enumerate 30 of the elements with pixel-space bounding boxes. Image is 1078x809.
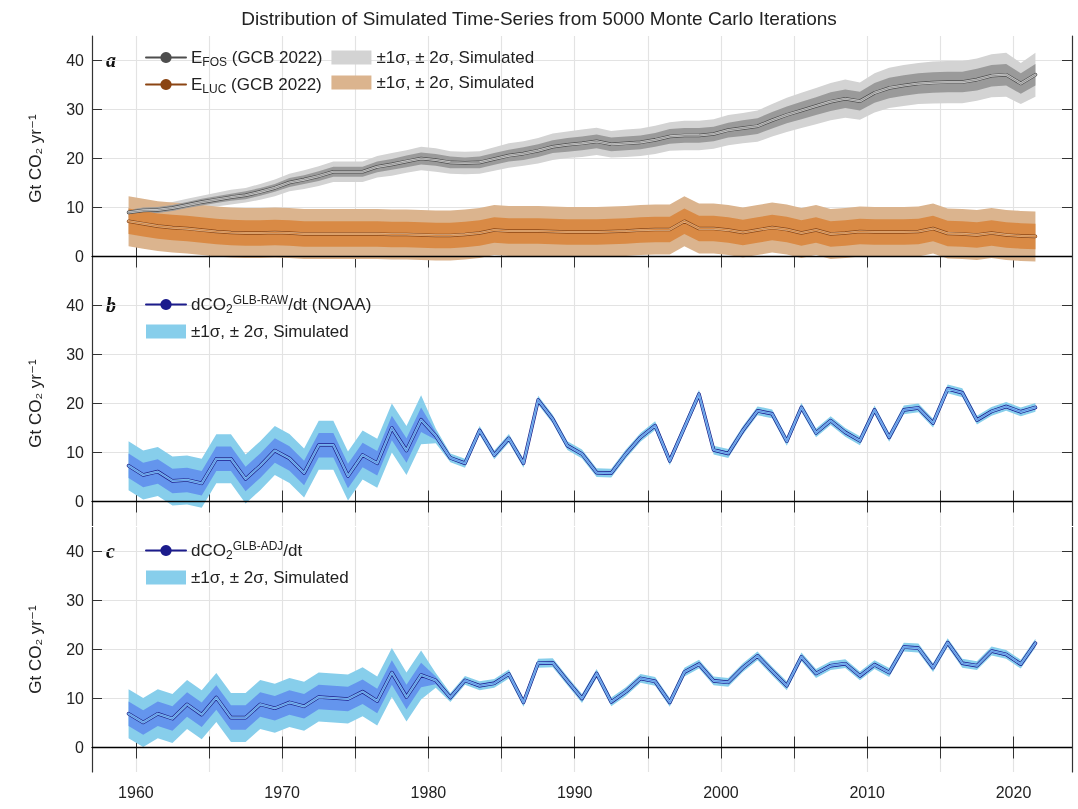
y-axis-title: Gt CO₂ yr⁻¹ <box>26 114 45 203</box>
x-tick-label: 2020 <box>995 783 1032 801</box>
y-tick-label: 20 <box>66 150 85 167</box>
y-tick-label: 10 <box>66 689 85 707</box>
x-tick-label: 1980 <box>410 783 447 801</box>
y-tick-label: 0 <box>75 248 85 265</box>
x-tick-label: 1990 <box>556 783 593 801</box>
x-tick-label: 2000 <box>703 783 739 801</box>
y-tick-label: 20 <box>66 640 85 658</box>
y-tick-label: 40 <box>66 542 85 560</box>
legend-label: ±1σ, ± 2σ, Simulated <box>191 567 349 587</box>
legend-label: ±1σ, ± 2σ, Simulated <box>376 48 535 67</box>
y-tick-label: 40 <box>66 297 85 315</box>
y-tick-label: 0 <box>75 493 85 511</box>
y-tick-label: 10 <box>66 199 85 216</box>
y-axis-title: Gt CO₂ yr⁻¹ <box>26 604 45 694</box>
chart-title: Distribution of Simulated Time-Series from 5000 Monte Carlo Iterations <box>241 8 837 29</box>
y-tick-label: 30 <box>66 591 85 609</box>
y-tick-label: 10 <box>66 444 85 462</box>
y-tick-label: 20 <box>66 395 85 413</box>
y-axis-title: Gt CO₂ yr⁻¹ <box>26 359 45 448</box>
y-tick-label: 0 <box>75 738 85 756</box>
x-tick-label: 2010 <box>849 783 886 801</box>
y-tick-label: 40 <box>66 52 85 69</box>
legend-label: ±1σ, ± 2σ, Simulated <box>376 73 535 92</box>
y-tick-label: 30 <box>66 346 85 364</box>
x-tick-label: 1960 <box>118 783 154 801</box>
legend-label: ±1σ, ± 2σ, Simulated <box>191 322 349 342</box>
y-tick-label: 30 <box>66 101 85 118</box>
x-tick-label: 1970 <box>264 783 301 801</box>
